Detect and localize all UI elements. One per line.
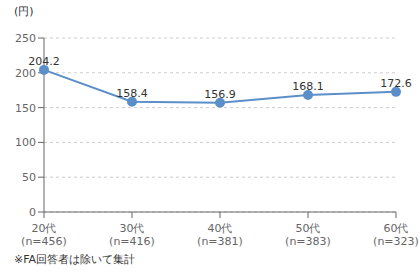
svg-text:200: 200 bbox=[15, 67, 36, 80]
svg-text:250: 250 bbox=[15, 32, 36, 45]
svg-text:20代(n=456): 20代(n=456) bbox=[21, 222, 67, 248]
html-text:※FA回答者は除いて集計: ※FA回答者は除いて集計 bbox=[14, 253, 136, 266]
svg-text:30代(n=416): 30代(n=416) bbox=[109, 222, 155, 248]
svg-text:40代(n=381): 40代(n=381) bbox=[197, 222, 243, 248]
html-text:(円): (円) bbox=[14, 5, 34, 18]
svg-text:50代(n=383): 50代(n=383) bbox=[285, 222, 331, 248]
svg-text:50: 50 bbox=[22, 171, 36, 184]
svg-text:156.9: 156.9 bbox=[204, 88, 236, 101]
svg-text:172.6: 172.6 bbox=[380, 77, 412, 90]
svg-text:204.2: 204.2 bbox=[28, 55, 60, 68]
svg-text:0: 0 bbox=[29, 206, 36, 219]
svg-text:158.4: 158.4 bbox=[116, 87, 148, 100]
svg-text:60代(n=323): 60代(n=323) bbox=[373, 222, 419, 248]
svg-text:150: 150 bbox=[15, 102, 36, 115]
svg-text:100: 100 bbox=[15, 136, 36, 149]
svg-text:168.1: 168.1 bbox=[292, 80, 324, 93]
